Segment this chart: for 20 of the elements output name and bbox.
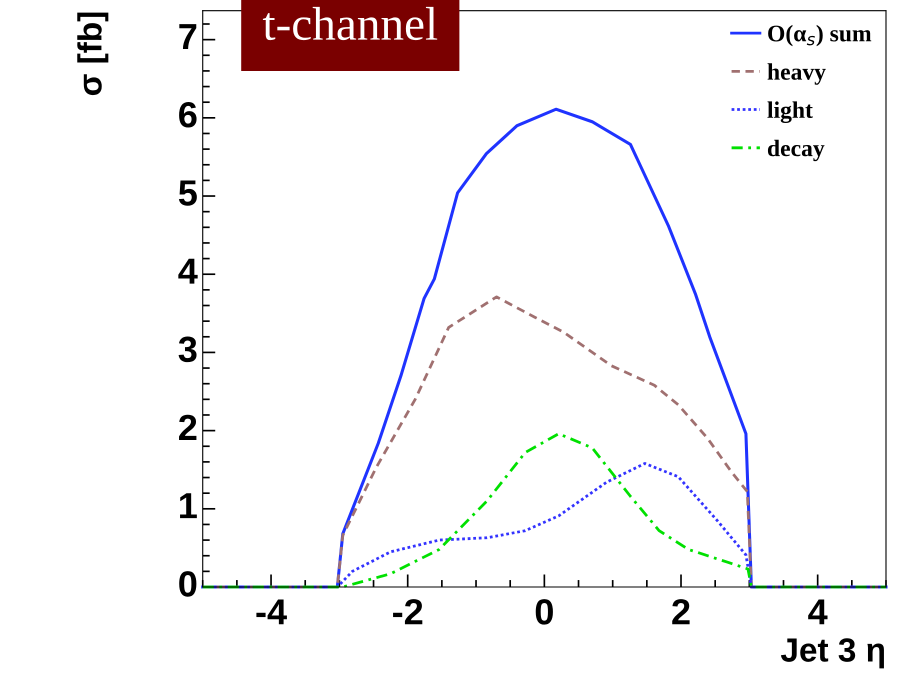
y-tick-label: 6 [179, 102, 197, 128]
y-tick-label: 4 [178, 258, 198, 284]
x-tick-label: 2 [672, 599, 690, 624]
legend-label: heavy [768, 63, 826, 85]
legend-label: light [767, 101, 813, 124]
x-tick-label: -2 [393, 599, 422, 624]
y-tick-label: 1 [180, 493, 197, 518]
y-tick-label: 2 [179, 414, 196, 440]
y-tick-label: 0 [179, 571, 196, 597]
y-tick-label: 5 [178, 180, 197, 206]
y-axis-title: σ [fb] [77, 12, 108, 96]
legend-label: O(α$_{s}$) sum [768, 24, 872, 46]
x-tick-label: 4 [808, 599, 828, 624]
x-tick-label: 0 [536, 599, 553, 625]
x-tick-label: -4 [256, 599, 287, 624]
x-axis-title: Jet 3 η [780, 638, 884, 668]
y-tick-label: 7 [179, 24, 196, 49]
y-tick-label: 3 [178, 336, 197, 362]
legend-label: decay [768, 140, 824, 162]
chart-title: t-channel [262, 6, 438, 40]
